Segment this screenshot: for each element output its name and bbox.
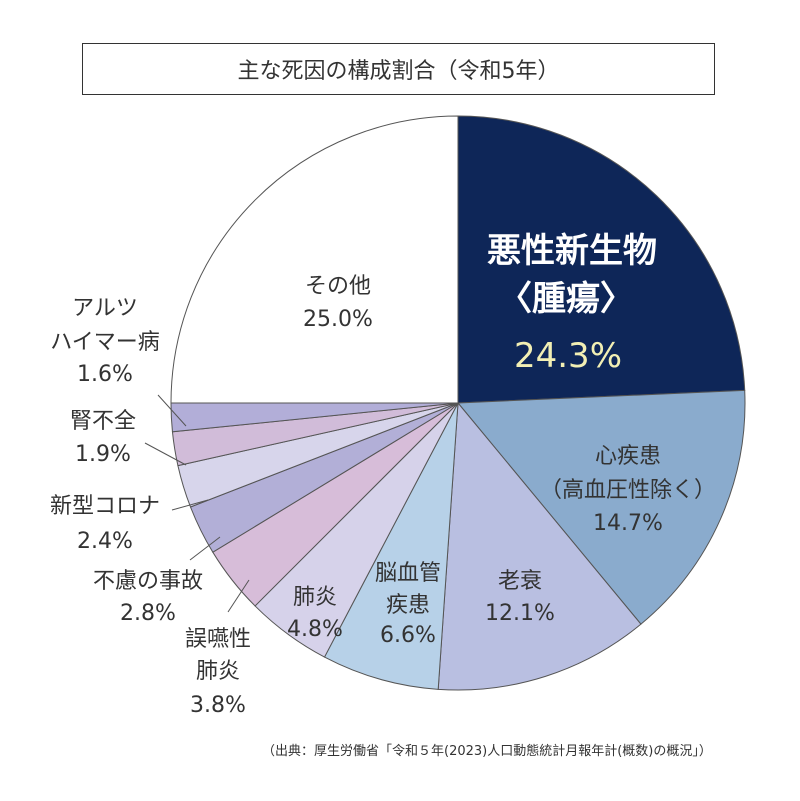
label-heart-line1: 心疾患 [595,444,661,469]
chart-title: 主な死因の構成割合（令和5年） [82,43,715,95]
label-cancer-line1: 悪性新生物 [487,231,657,271]
label-other: その他 [305,274,371,299]
label-accident-pct: 2.8% [120,601,176,626]
label-kidney: 腎不全 [70,409,136,434]
label-heart-pct: 14.7% [593,511,663,536]
label-cancer-pct: 24.3% [514,336,622,376]
label-cerebro-pct: 6.6% [380,623,436,648]
leader-line-accident [189,536,221,561]
label-pneumonia-pct: 4.8% [287,617,343,642]
leader-line-aspiration [227,579,250,613]
label-cancer-line2: 〈腫瘍〉 [498,279,634,319]
leader-line-kidney [144,442,187,466]
label-aspiration-pct: 3.8% [190,693,246,718]
label-alzheimer-pct: 1.6% [77,362,133,387]
pie-slice-2 [437,401,642,691]
pie-slice-0 [457,115,746,404]
label-alzheimer-line2: ハイマー病 [50,330,160,355]
label-accident: 不慮の事故 [93,569,203,594]
pie-slice-1 [456,389,746,625]
label-cerebro-line2: 疾患 [386,593,430,618]
label-pneumonia: 肺炎 [293,585,337,610]
leader-line-alzheimer [157,394,187,427]
leader-line-covid [171,499,209,511]
pie-slice-10 [170,115,459,404]
source-note: （出典：厚生労働省「令和５年(2023)人口動態統計月報年計(概数)の概況」） [262,744,712,759]
label-senility-pct: 12.1% [485,601,555,626]
pie-slice-3 [323,402,459,690]
label-covid-pct: 2.4% [77,529,133,554]
label-alzheimer-line1: アルツ [72,296,138,321]
label-other-pct: 25.0% [303,307,373,332]
label-cerebro-line1: 脳血管 [375,561,441,586]
label-aspiration-line1: 誤嚥性 [185,627,251,652]
label-senility: 老衰 [498,569,542,594]
label-heart-line2: （高血圧性除く） [540,478,716,503]
label-kidney-pct: 1.9% [75,442,131,467]
label-aspiration-line2: 肺炎 [196,659,240,684]
label-covid: 新型コロナ [50,494,160,519]
